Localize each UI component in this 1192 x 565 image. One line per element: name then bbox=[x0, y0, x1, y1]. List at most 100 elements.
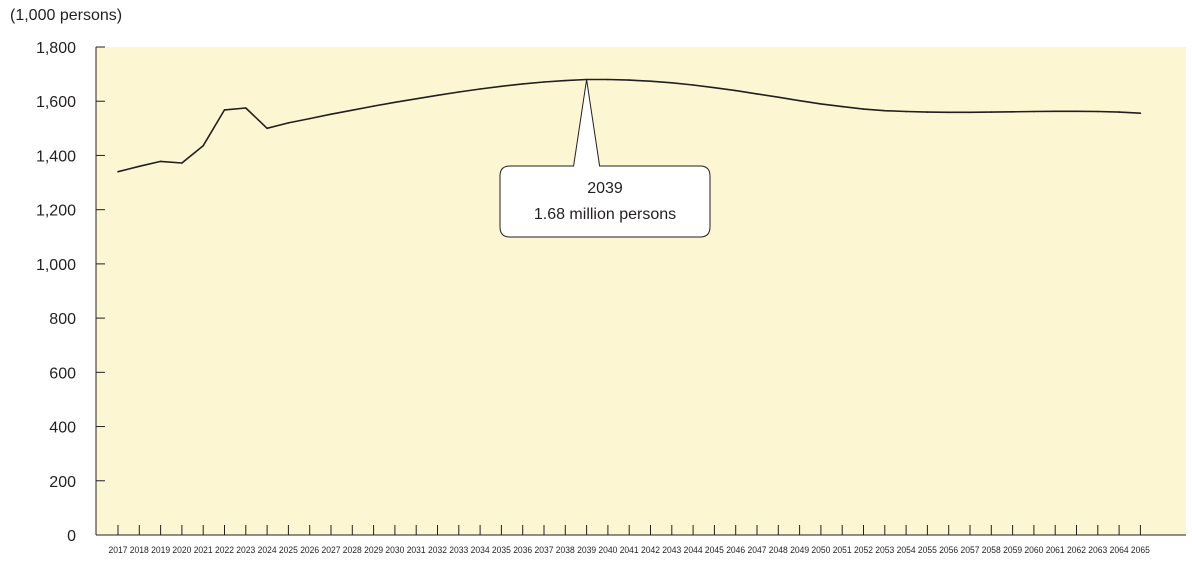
data-point bbox=[287, 122, 290, 124]
x-tick-label: 2017 bbox=[109, 545, 128, 555]
x-tick-label: 2031 bbox=[407, 545, 426, 555]
data-point bbox=[798, 99, 801, 102]
data-point bbox=[969, 111, 971, 114]
data-point bbox=[138, 165, 141, 168]
data-point bbox=[607, 78, 609, 81]
axes bbox=[95, 47, 1186, 536]
x-tick-label: 2028 bbox=[343, 545, 362, 555]
x-tick-label: 2032 bbox=[428, 545, 447, 555]
y-axis-ticks: 0 200 400 600 800 1,000 1,200 1,400 1,600 1,800 bbox=[36, 40, 105, 545]
data-point bbox=[266, 127, 268, 130]
y-tick-label: 800 bbox=[49, 311, 76, 328]
x-tick-label: 2026 bbox=[300, 545, 319, 555]
data-point bbox=[372, 105, 375, 107]
data-point bbox=[521, 83, 524, 85]
data-point bbox=[926, 111, 929, 113]
x-tick-label: 2023 bbox=[236, 545, 255, 555]
data-point bbox=[1011, 110, 1014, 113]
x-tick-label: 2033 bbox=[449, 545, 468, 555]
x-tick-label: 2020 bbox=[172, 545, 191, 555]
data-point bbox=[202, 144, 204, 147]
x-tick-label: 2052 bbox=[854, 545, 873, 555]
x-tick-label: 2018 bbox=[130, 545, 149, 555]
x-tick-label: 2061 bbox=[1046, 545, 1065, 555]
data-point bbox=[905, 110, 907, 113]
data-point bbox=[884, 109, 886, 112]
y-tick-label: 1,000 bbox=[36, 257, 76, 274]
x-tick-label: 2029 bbox=[364, 545, 383, 555]
x-tick-label: 2021 bbox=[194, 545, 213, 555]
plot-area bbox=[96, 47, 1186, 535]
y-tick-label: 1,200 bbox=[36, 203, 76, 220]
x-tick-label: 2043 bbox=[662, 545, 681, 555]
data-point bbox=[159, 160, 162, 163]
data-point bbox=[1033, 110, 1035, 113]
x-tick-label: 2063 bbox=[1088, 545, 1107, 555]
x-tick-label: 2062 bbox=[1067, 545, 1086, 555]
x-tick-label: 2059 bbox=[1003, 545, 1022, 555]
x-tick-label: 2019 bbox=[151, 545, 170, 555]
data-point bbox=[117, 170, 119, 173]
x-tick-label: 2053 bbox=[875, 545, 894, 555]
data-point bbox=[458, 91, 460, 93]
x-tick-label: 2045 bbox=[705, 545, 724, 555]
x-tick-label: 2057 bbox=[961, 545, 980, 555]
data-point bbox=[1139, 112, 1142, 114]
data-point bbox=[308, 117, 311, 120]
x-tick-label: 2065 bbox=[1131, 545, 1150, 555]
data-point bbox=[223, 109, 226, 111]
y-tick-label: 0 bbox=[67, 528, 76, 545]
data-point bbox=[181, 162, 183, 164]
x-tick-label: 2049 bbox=[790, 545, 809, 555]
data-point bbox=[436, 94, 439, 97]
x-tick-label: 2034 bbox=[471, 545, 490, 555]
data-point bbox=[628, 79, 630, 81]
y-tick-label: 400 bbox=[49, 420, 76, 437]
x-tick-label: 2040 bbox=[598, 545, 617, 555]
y-tick-label: 1,800 bbox=[36, 40, 76, 57]
y-tick-label: 600 bbox=[49, 365, 76, 382]
callout-year: 2039 bbox=[587, 180, 623, 197]
data-point bbox=[330, 113, 332, 116]
data-point bbox=[990, 111, 993, 113]
y-tick-label: 1,600 bbox=[36, 94, 76, 111]
x-tick-label: 2044 bbox=[684, 545, 703, 555]
peak-callout: 2039 1.68 million persons bbox=[499, 79, 711, 238]
x-tick-label: 2047 bbox=[748, 545, 767, 555]
x-tick-label: 2060 bbox=[1024, 545, 1043, 555]
data-point bbox=[692, 84, 694, 86]
data-point bbox=[1054, 110, 1056, 113]
x-tick-label: 2022 bbox=[215, 545, 234, 555]
x-tick-label: 2042 bbox=[641, 545, 660, 555]
callout-value: 1.68 million persons bbox=[534, 206, 676, 223]
data-point bbox=[820, 103, 822, 105]
data-point bbox=[1097, 110, 1099, 113]
data-point bbox=[671, 81, 673, 84]
series-layer bbox=[117, 78, 1142, 173]
x-tick-label: 2058 bbox=[982, 545, 1001, 555]
x-tick-label: 2050 bbox=[811, 545, 830, 555]
x-tick-label: 2054 bbox=[897, 545, 916, 555]
data-point bbox=[351, 109, 354, 111]
data-point bbox=[862, 108, 865, 110]
x-tick-label: 2051 bbox=[833, 545, 852, 555]
data-point bbox=[479, 88, 481, 90]
data-point bbox=[1075, 110, 1078, 113]
data-point bbox=[394, 101, 396, 104]
y-tick-label: 1,400 bbox=[36, 148, 76, 165]
data-point bbox=[649, 80, 652, 82]
data-point bbox=[415, 97, 418, 100]
data-point bbox=[713, 86, 716, 89]
x-axis-ticks: 2017 2018 2019 2020 2021 2022 2023 2024 2025 2026… bbox=[109, 525, 1150, 555]
x-tick-label: 2055 bbox=[918, 545, 937, 555]
data-point bbox=[841, 105, 843, 108]
y-tick-label: 200 bbox=[49, 474, 76, 491]
data-point bbox=[1118, 111, 1120, 113]
x-tick-label: 2036 bbox=[513, 545, 532, 555]
x-tick-label: 2039 bbox=[577, 545, 596, 555]
x-tick-label: 2027 bbox=[322, 545, 341, 555]
y-axis-unit-label: (1,000 persons) bbox=[10, 7, 123, 24]
data-point bbox=[564, 79, 567, 82]
x-tick-label: 2048 bbox=[769, 545, 788, 555]
